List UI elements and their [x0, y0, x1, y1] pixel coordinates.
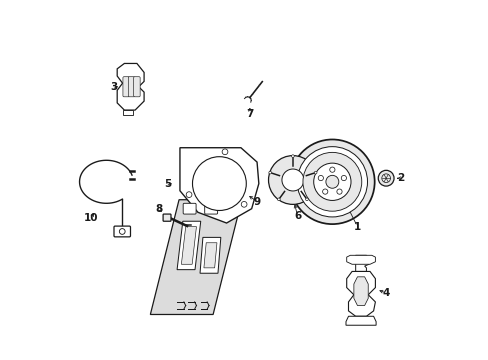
Circle shape — [241, 202, 246, 207]
Text: 9: 9 — [253, 197, 260, 207]
Circle shape — [314, 171, 316, 174]
Circle shape — [313, 163, 350, 201]
Circle shape — [378, 170, 393, 186]
FancyBboxPatch shape — [204, 203, 217, 214]
Polygon shape — [203, 243, 217, 268]
Circle shape — [186, 192, 192, 198]
Polygon shape — [122, 110, 133, 116]
Circle shape — [268, 156, 317, 204]
Text: 10: 10 — [83, 213, 98, 222]
Circle shape — [303, 152, 361, 211]
Circle shape — [325, 175, 338, 188]
Circle shape — [336, 189, 342, 194]
Text: 3: 3 — [110, 82, 117, 92]
Circle shape — [277, 198, 280, 201]
Text: 6: 6 — [293, 211, 301, 221]
FancyBboxPatch shape — [114, 226, 130, 237]
Circle shape — [341, 175, 346, 181]
Polygon shape — [200, 237, 221, 273]
Polygon shape — [346, 316, 375, 325]
Polygon shape — [353, 277, 367, 306]
Polygon shape — [150, 200, 241, 315]
FancyBboxPatch shape — [128, 77, 135, 97]
Circle shape — [192, 157, 246, 211]
Text: 5: 5 — [163, 179, 171, 189]
Polygon shape — [177, 221, 201, 270]
Polygon shape — [355, 255, 368, 271]
Text: 7: 7 — [245, 109, 253, 119]
FancyBboxPatch shape — [183, 203, 196, 214]
Circle shape — [297, 147, 367, 217]
Polygon shape — [181, 226, 196, 264]
Circle shape — [305, 198, 307, 201]
Circle shape — [222, 149, 227, 155]
Circle shape — [318, 175, 323, 181]
Polygon shape — [346, 271, 375, 316]
Text: 8: 8 — [155, 204, 163, 214]
Text: 1: 1 — [353, 222, 360, 231]
Circle shape — [329, 167, 334, 172]
FancyBboxPatch shape — [163, 214, 171, 221]
Text: 4: 4 — [382, 288, 389, 298]
Circle shape — [322, 189, 327, 194]
Circle shape — [289, 139, 374, 224]
Circle shape — [282, 169, 303, 191]
Polygon shape — [117, 63, 144, 110]
Polygon shape — [346, 255, 375, 264]
FancyBboxPatch shape — [133, 77, 140, 97]
Circle shape — [268, 171, 271, 174]
Text: 2: 2 — [396, 173, 403, 183]
FancyBboxPatch shape — [122, 77, 129, 97]
Circle shape — [291, 155, 294, 157]
Polygon shape — [180, 148, 258, 223]
